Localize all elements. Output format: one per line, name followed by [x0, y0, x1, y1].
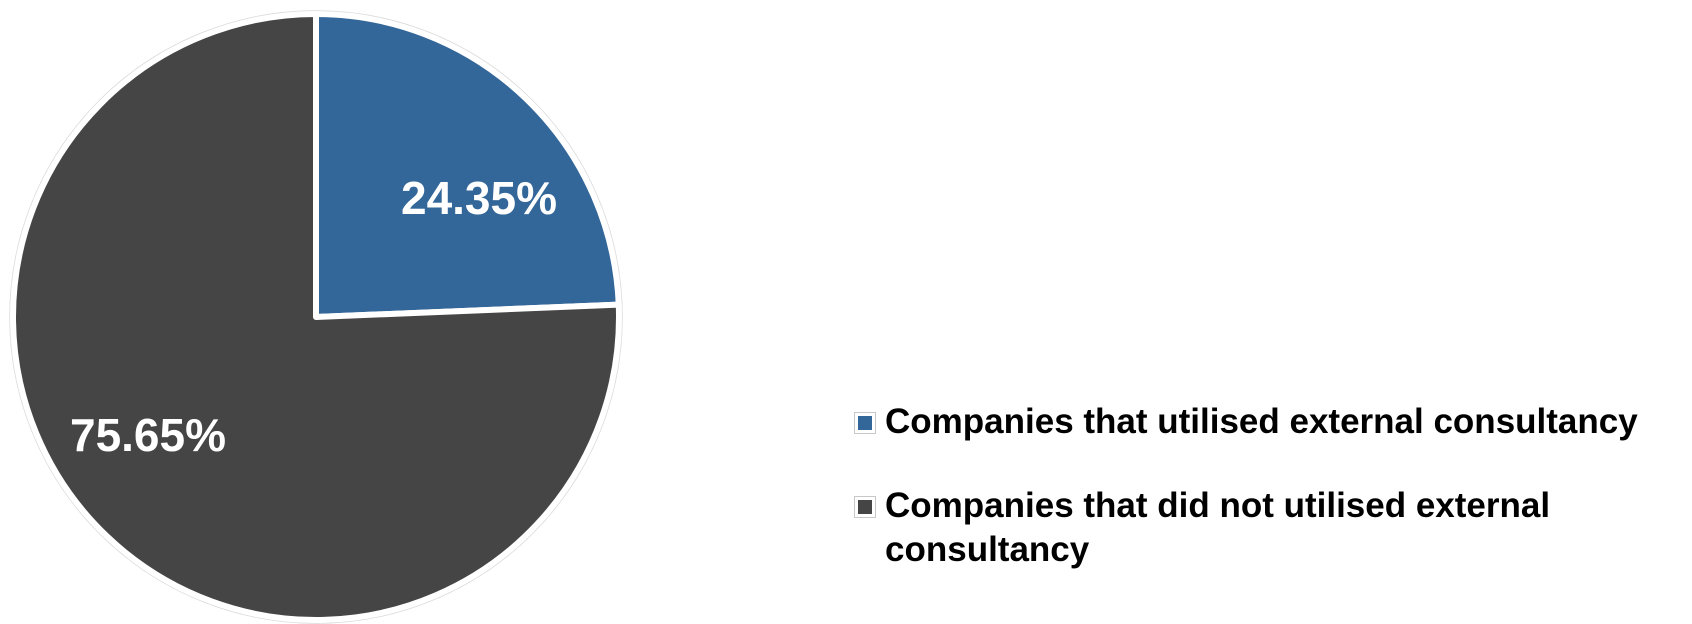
pie-chart: 24.35% 75.65%	[9, 10, 623, 624]
legend-label-not-utilised: Companies that did not utilised external…	[885, 486, 1551, 569]
pie-slice-utilised	[313, 11, 622, 320]
slice-label-not-utilised: 75.65%	[70, 409, 226, 461]
legend-item-not-utilised: Companies that did not utilised external…	[854, 484, 1685, 572]
legend-swatch-utilised	[854, 412, 876, 434]
legend-label-utilised: Companies that utilised external consult…	[885, 402, 1638, 441]
legend-swatch-not-utilised	[854, 496, 876, 518]
legend: Companies that utilised external consult…	[854, 400, 1685, 612]
slice-label-utilised: 24.35%	[401, 172, 557, 224]
legend-item-utilised: Companies that utilised external consult…	[854, 400, 1685, 444]
pie-slice-not-utilised	[10, 11, 622, 623]
